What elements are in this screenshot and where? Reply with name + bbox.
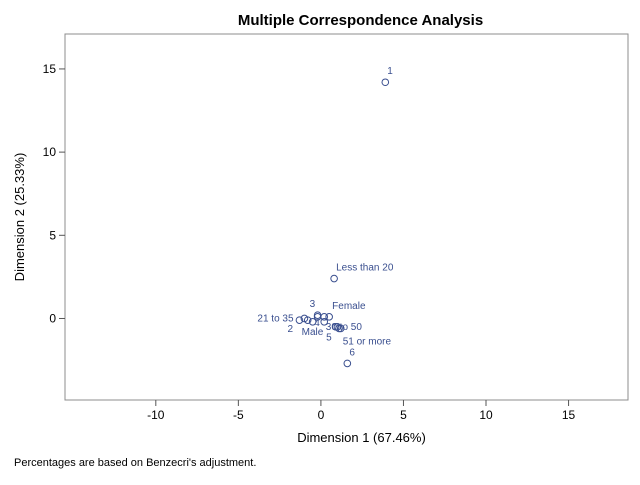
y-tick-label: 5: [49, 228, 56, 242]
point-label: 51 or more: [343, 336, 392, 347]
point-label: Less than 20: [336, 263, 394, 274]
data-point: [343, 359, 352, 368]
data-point: [325, 313, 333, 321]
data-point: [308, 318, 317, 326]
x-tick-label: 15: [562, 408, 576, 422]
data-point: [381, 78, 390, 87]
data-point: [333, 323, 342, 331]
point-label: Male: [302, 327, 324, 338]
data-point: [330, 274, 338, 283]
x-tick-label: 5: [400, 408, 407, 422]
point-label: 21 to 35: [257, 313, 294, 324]
y-tick-label: 0: [49, 311, 56, 325]
data-point: [320, 313, 329, 321]
chart-title: Multiple Correspondence Analysis: [238, 12, 483, 29]
x-tick-label: -10: [147, 408, 165, 422]
plot-frame: [64, 33, 629, 401]
point-label: 4: [314, 318, 320, 329]
data-point: [320, 318, 329, 326]
point-label: 2: [287, 324, 293, 335]
point-label: 1: [387, 66, 393, 77]
point-label: 5: [326, 332, 332, 343]
footnote: Percentages are based on Benzecri's adju…: [14, 457, 257, 469]
x-tick-label: 0: [318, 408, 325, 422]
point-label: 3: [310, 299, 316, 310]
y-tick-label: 10: [43, 145, 57, 159]
data-point: [295, 316, 304, 324]
x-tick-label: -5: [233, 408, 244, 422]
x-tick-label: 10: [479, 408, 493, 422]
point-label: Female: [332, 301, 366, 312]
y-axis-label: Dimension 2 (25.33%): [12, 153, 27, 282]
y-tick-label: 15: [43, 62, 57, 76]
point-label: 6: [349, 347, 355, 358]
data-point: [303, 316, 312, 324]
x-axis-label: Dimension 1 (67.46%): [297, 430, 426, 445]
